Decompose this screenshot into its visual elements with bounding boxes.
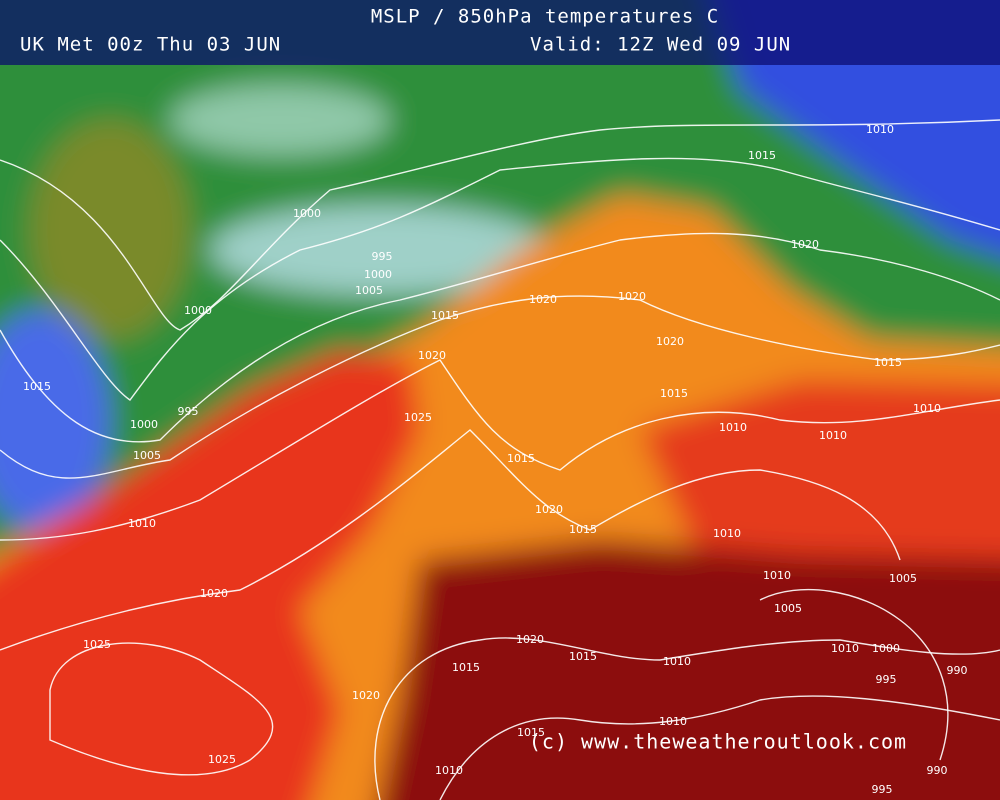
isobar-label: 1020 <box>656 335 684 348</box>
isobar-label: 995 <box>372 250 393 263</box>
isobar-label: 1010 <box>659 715 687 728</box>
isobar-label: 1000 <box>872 642 900 655</box>
isobar-label: 1020 <box>516 633 544 646</box>
isobar-label: 1000 <box>293 207 321 220</box>
isobar-label: 1025 <box>208 753 236 766</box>
watermark: (c) www.theweatheroutlook.com <box>529 730 907 754</box>
isobar-label: 1010 <box>713 527 741 540</box>
isobar-label: 1010 <box>435 764 463 777</box>
isobar-label: 995 <box>876 673 897 686</box>
isobar-label: 1020 <box>200 587 228 600</box>
isobar-label: 995 <box>872 783 893 796</box>
isobar-label: 1015 <box>569 523 597 536</box>
isobars <box>0 119 1000 800</box>
isobar-label: 1010 <box>819 429 847 442</box>
isobar-label: 1015 <box>431 309 459 322</box>
isobar-label: 990 <box>927 764 948 777</box>
isobar-label: 1025 <box>404 411 432 424</box>
isobar-label: 995 <box>178 405 199 418</box>
isobar-label: 1020 <box>791 238 819 251</box>
isobar-label: 1010 <box>719 421 747 434</box>
isobar-label: 1020 <box>618 290 646 303</box>
isobar-label: 1015 <box>507 452 535 465</box>
isobar-label: 1000 <box>184 304 212 317</box>
isobar-label: 1015 <box>660 387 688 400</box>
isobar-label: 1010 <box>763 569 791 582</box>
run-label: UK Met 00z Thu 03 JUN <box>20 34 281 56</box>
isobar-label: 1020 <box>535 503 563 516</box>
isobar-label: 1025 <box>83 638 111 651</box>
isobar-label: 1015 <box>452 661 480 674</box>
isobar-label: 1010 <box>831 642 859 655</box>
isobar-label: 1020 <box>529 293 557 306</box>
isobar-label: 1005 <box>355 284 383 297</box>
isobar-label: 1020 <box>352 689 380 702</box>
isobar-label: 1010 <box>913 402 941 415</box>
isobar-label: 1020 <box>418 349 446 362</box>
isobar-label: 1015 <box>23 380 51 393</box>
isobar-label: 1005 <box>133 449 161 462</box>
isobar-label: 1005 <box>889 572 917 585</box>
isobar-label: 1015 <box>569 650 597 663</box>
isobar-label: 1000 <box>364 268 392 281</box>
isobar-label: 1010 <box>866 123 894 136</box>
isobar-label: 1015 <box>517 726 545 739</box>
map-title: MSLP / 850hPa temperatures C <box>371 6 719 28</box>
isobar-label: 1010 <box>128 517 156 530</box>
isobar-label: 1005 <box>774 602 802 615</box>
isobar-label: 1015 <box>874 356 902 369</box>
valid-label: Valid: 12Z Wed 09 JUN <box>530 34 791 56</box>
header-bar <box>0 0 1000 65</box>
isobar-label: 1010 <box>663 655 691 668</box>
isobar-label: 990 <box>947 664 968 677</box>
isobar-label: 1000 <box>130 418 158 431</box>
isobar-label: 1015 <box>748 149 776 162</box>
